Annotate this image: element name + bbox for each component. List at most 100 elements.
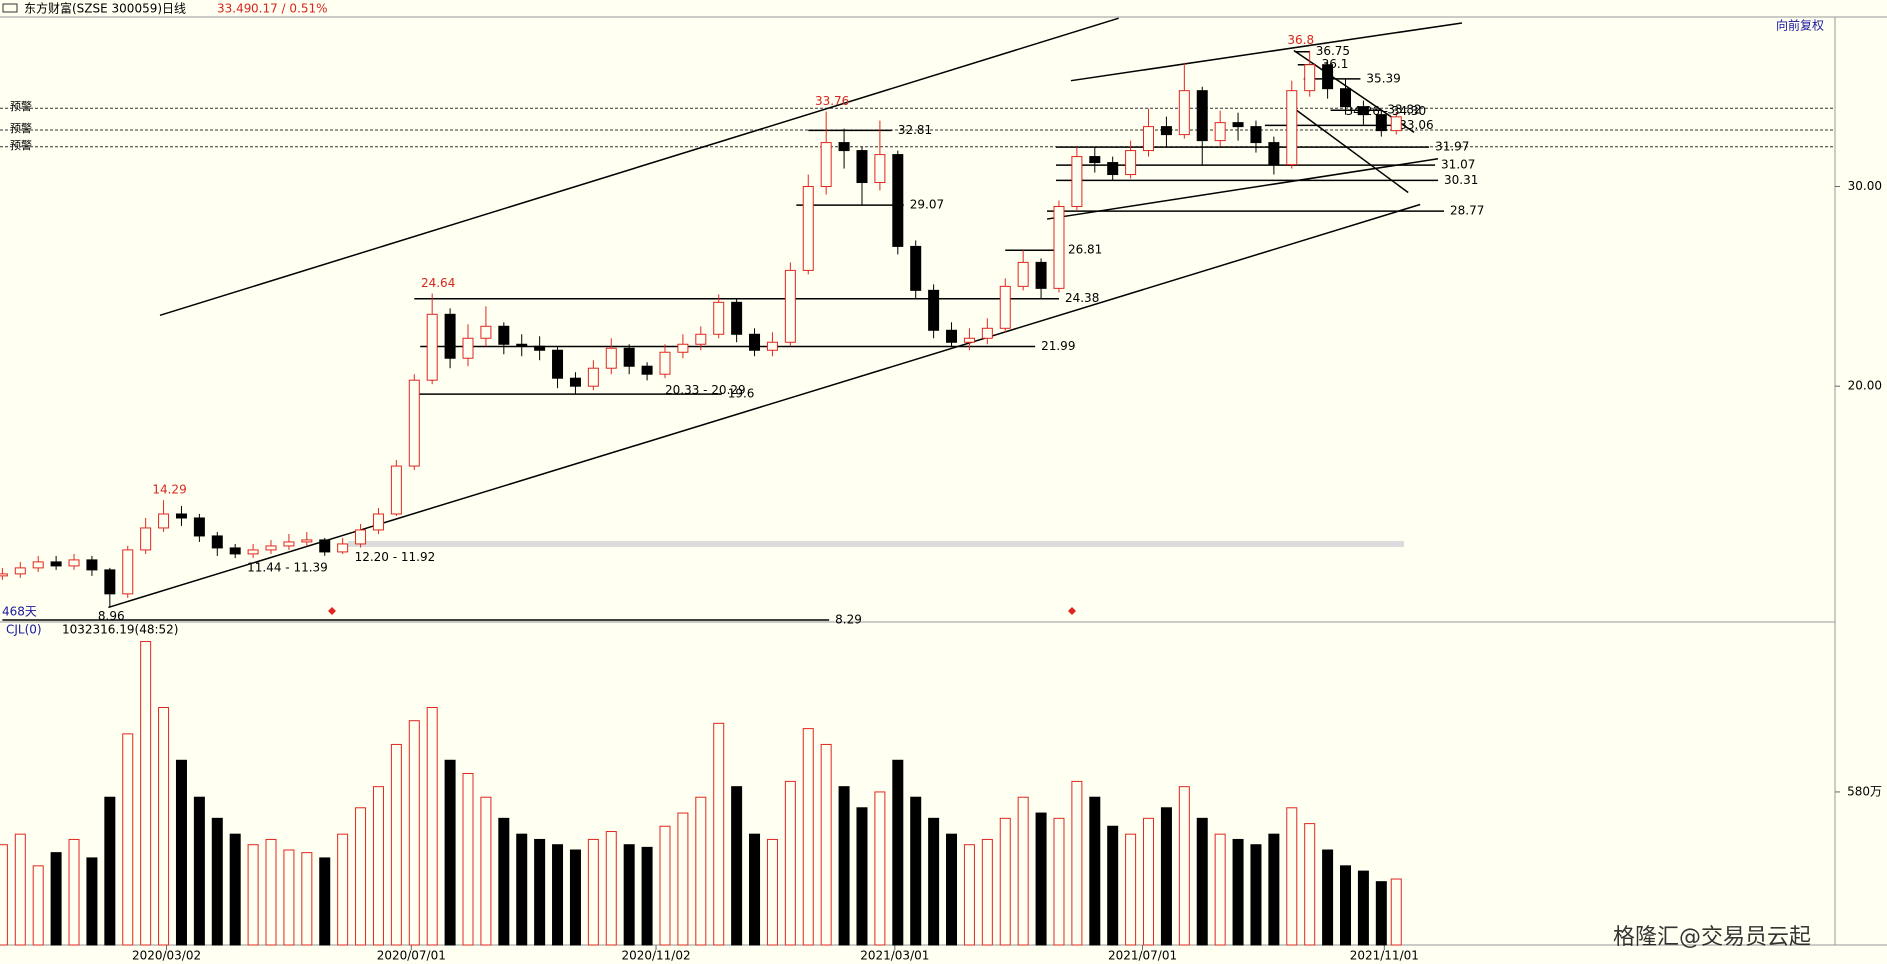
volume-bar	[1340, 865, 1352, 946]
candle-body	[86, 559, 98, 571]
volume-bar	[498, 817, 510, 946]
x-tick-label: 2020/07/01	[377, 949, 446, 963]
candle-body	[1357, 106, 1369, 116]
volume-bar	[462, 772, 474, 946]
candle-body	[390, 465, 402, 515]
candle-body	[229, 547, 241, 555]
annotation: 34.26 - 34.30	[1346, 104, 1427, 118]
volume-bar	[50, 852, 62, 946]
candle-body	[372, 513, 384, 531]
candle-body	[0, 573, 8, 577]
volume-indicator[interactable]: CJL(0)	[6, 623, 42, 637]
candle-body	[999, 285, 1011, 329]
volume-bar	[999, 817, 1011, 946]
candle-body	[784, 269, 796, 343]
candle-body	[587, 367, 599, 387]
volume-bar	[838, 786, 850, 946]
candle-body	[1304, 64, 1316, 92]
volume-bar	[1178, 786, 1190, 946]
candle-body	[408, 379, 420, 467]
signal-marker	[328, 607, 336, 615]
volume-bar	[1017, 796, 1029, 946]
highlight-band	[348, 541, 1404, 547]
volume-bar	[749, 833, 761, 946]
candle-body	[856, 150, 868, 184]
candle-body	[1232, 122, 1244, 128]
candle-body	[1214, 122, 1226, 142]
candle-body	[498, 325, 510, 345]
annotation: 11.44 - 11.39	[247, 561, 328, 575]
peak-label: 36.8	[1287, 33, 1314, 47]
volume-bar	[623, 844, 635, 946]
volume-bar	[946, 833, 958, 946]
volume-bar	[641, 846, 653, 946]
alert-label: 预警	[10, 138, 32, 152]
candle-body	[1071, 156, 1083, 207]
volume-bar	[1035, 812, 1047, 946]
candle-body	[337, 543, 349, 553]
level-label: 26.81	[1068, 243, 1102, 257]
candle-body	[892, 154, 904, 247]
candle-body	[193, 517, 205, 537]
volume-bar	[426, 707, 438, 946]
volume-bar	[552, 844, 564, 946]
volume-bar	[1125, 833, 1137, 946]
volume-bar	[1160, 807, 1172, 946]
volume-bar	[1053, 817, 1065, 946]
volume-bar	[928, 817, 940, 946]
candle-body	[1286, 90, 1298, 166]
candle-body	[695, 333, 707, 345]
level-label: 33.06	[1399, 118, 1433, 132]
volume-bar	[874, 791, 886, 946]
level-label: 8.29	[835, 613, 862, 627]
candle-body	[1143, 126, 1155, 152]
candle-body	[444, 313, 456, 359]
day-count: 468天	[2, 605, 37, 619]
peak-label: 14.29	[152, 483, 186, 497]
candle-body	[211, 535, 223, 549]
volume-bar	[1390, 878, 1402, 946]
candle-body	[104, 569, 116, 595]
volume-bar	[68, 838, 80, 946]
candle-body	[1035, 261, 1047, 289]
y-tick-label: 30.00	[1848, 179, 1882, 193]
candle-body	[910, 245, 922, 291]
volume-bar	[1214, 833, 1226, 946]
menu-icon[interactable]	[2, 3, 18, 13]
volume-bar	[175, 759, 187, 946]
annotation: 8.96	[98, 609, 125, 623]
volume-bar	[32, 865, 44, 946]
candle-body	[981, 327, 993, 339]
trendline	[1293, 107, 1409, 194]
candle-body	[1089, 156, 1101, 164]
plot-area: 30.00 20.00 580万 2020/03/02 2020/07/01 2020/1…	[0, 17, 1882, 963]
volume-bar	[193, 796, 205, 946]
x-tick-label: 2021/07/01	[1108, 949, 1177, 963]
volume-bar	[713, 722, 725, 946]
volume-bar	[1196, 817, 1208, 946]
watermark: 格隆汇@交易员云起	[1613, 925, 1811, 950]
candle-body	[928, 289, 940, 331]
volume-bar	[480, 796, 492, 946]
candle-body	[946, 329, 958, 343]
volume-bar	[247, 844, 259, 946]
volume-bar	[892, 759, 904, 946]
candle-body	[68, 559, 80, 567]
candle-body	[516, 343, 528, 347]
volume-bar	[319, 857, 331, 946]
candle-body	[963, 337, 975, 343]
volume-bar	[534, 838, 546, 946]
x-tick-label: 2021/11/01	[1350, 949, 1419, 963]
candle-body	[623, 347, 635, 367]
volume-bar	[283, 849, 295, 946]
volume-bar	[122, 733, 134, 946]
period[interactable]: 日线	[162, 2, 186, 16]
candle-body	[1160, 126, 1172, 136]
volume-bar	[1107, 825, 1119, 946]
adjust-mode[interactable]: 向前复权	[1776, 18, 1824, 33]
stock-name[interactable]: 东方财富(SZSE 300059)	[24, 1, 162, 16]
candle-body	[1375, 114, 1387, 132]
candle-body	[426, 313, 438, 381]
